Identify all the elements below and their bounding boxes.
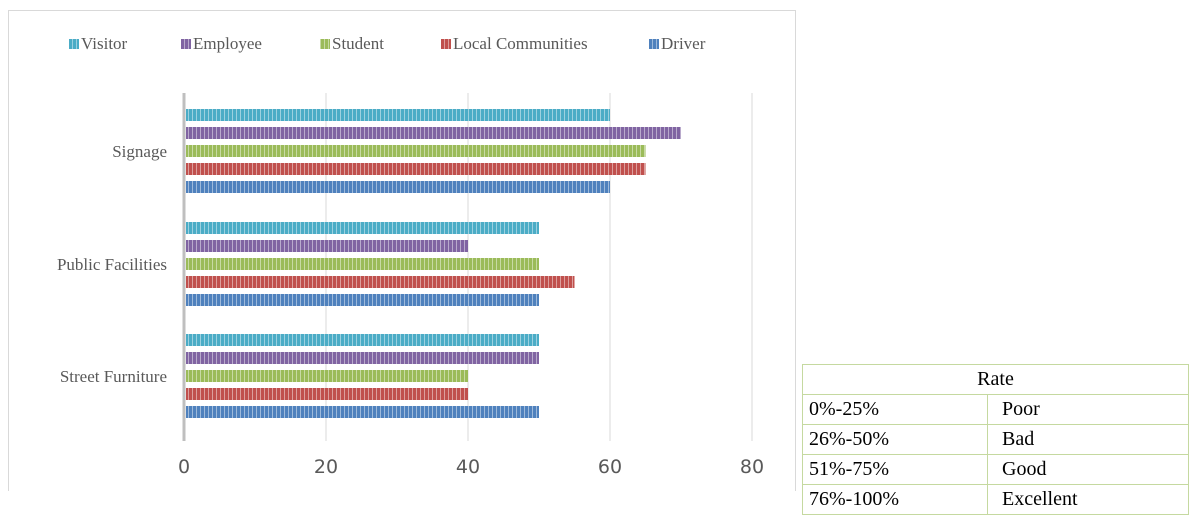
bar bbox=[186, 145, 646, 157]
rate-table-header: Rate bbox=[802, 364, 1189, 395]
rate-table-row: 0%-25% Poor bbox=[802, 394, 1189, 425]
bar bbox=[186, 222, 539, 234]
rate-range: 0%-25% bbox=[802, 394, 988, 425]
bar bbox=[186, 276, 575, 288]
rate-table: Rate 0%-25% Poor 26%-50% Bad 51%-75% Goo… bbox=[802, 364, 1189, 515]
rate-table-row: 76%-100% Excellent bbox=[802, 484, 1189, 515]
legend-label: Driver bbox=[661, 34, 706, 53]
bar-chart: Visitor Employee Student Local Communities D… bbox=[57, 34, 764, 478]
rate-table-header-row: Rate bbox=[802, 364, 1189, 395]
bar bbox=[186, 352, 539, 364]
rate-table-row: 26%-50% Bad bbox=[802, 424, 1189, 455]
legend-swatch bbox=[649, 39, 659, 49]
bars bbox=[186, 109, 681, 418]
x-tick-label: 40 bbox=[456, 456, 480, 478]
rate-label: Poor bbox=[987, 394, 1189, 425]
x-axis-ticks: 0 20 40 60 80 bbox=[178, 456, 764, 478]
legend-swatch bbox=[69, 39, 79, 49]
category-label: Public Facilities bbox=[57, 255, 167, 274]
bar bbox=[186, 181, 610, 193]
legend-swatch bbox=[441, 39, 451, 49]
bar bbox=[186, 163, 646, 175]
category-label: Street Furniture bbox=[60, 367, 167, 386]
legend-label: Student bbox=[332, 34, 384, 53]
rate-label: Bad bbox=[987, 424, 1189, 455]
category-labels: Signage Public Facilities Street Furniture bbox=[57, 142, 167, 386]
legend: Visitor Employee Student Local Communities D… bbox=[69, 34, 706, 53]
rate-range: 26%-50% bbox=[802, 424, 988, 455]
bar bbox=[186, 370, 468, 382]
bar bbox=[186, 240, 468, 252]
x-tick-label: 80 bbox=[740, 456, 764, 478]
bar bbox=[186, 388, 468, 400]
rate-range: 51%-75% bbox=[802, 454, 988, 485]
legend-label: Visitor bbox=[81, 34, 128, 53]
bar bbox=[186, 258, 539, 270]
rate-range: 76%-100% bbox=[802, 484, 988, 515]
bar bbox=[186, 109, 610, 121]
bar bbox=[186, 334, 539, 346]
rate-table-row: 51%-75% Good bbox=[802, 454, 1189, 485]
rate-label: Excellent bbox=[987, 484, 1189, 515]
x-tick-label: 60 bbox=[598, 456, 622, 478]
x-tick-label: 0 bbox=[178, 456, 190, 478]
bar bbox=[186, 127, 681, 139]
legend-swatch bbox=[320, 39, 330, 49]
legend-label: Employee bbox=[193, 34, 262, 53]
x-tick-label: 20 bbox=[314, 456, 338, 478]
rate-label: Good bbox=[987, 454, 1189, 485]
legend-swatch bbox=[181, 39, 191, 49]
bar bbox=[186, 406, 539, 418]
chart-frame: Visitor Employee Student Local Communities D… bbox=[8, 10, 796, 491]
legend-label: Local Communities bbox=[453, 34, 588, 53]
bar bbox=[186, 294, 539, 306]
category-label: Signage bbox=[112, 142, 167, 161]
